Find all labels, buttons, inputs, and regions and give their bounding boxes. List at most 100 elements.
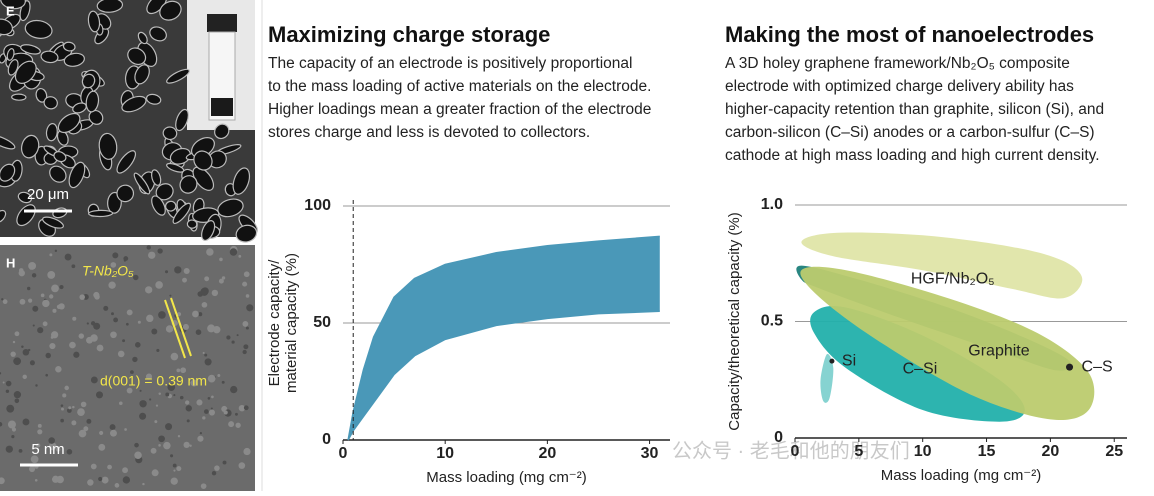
grain [203, 409, 209, 414]
grain [118, 401, 123, 406]
x-tick-label: 25 [1105, 443, 1123, 460]
grain [110, 262, 117, 268]
grain [130, 370, 134, 374]
label-dot [1066, 363, 1074, 371]
y-tick-label: 100 [304, 197, 331, 214]
grain [173, 394, 176, 397]
pore [14, 60, 37, 84]
grain [2, 299, 8, 305]
grain [27, 286, 31, 291]
grain [180, 367, 187, 374]
grain [182, 277, 187, 283]
description-line: to the mass loading of active materials … [268, 78, 651, 95]
x-tick-label: 0 [339, 445, 348, 462]
y-axis-label: material capacity (%) [283, 253, 300, 393]
y-tick-label: 0 [322, 431, 331, 448]
pore [87, 10, 101, 33]
pore [169, 147, 192, 165]
grain [7, 420, 16, 429]
grain [29, 466, 36, 473]
grain [202, 416, 206, 420]
grain [245, 294, 250, 298]
grain [107, 464, 112, 470]
x-tick-label: 15 [978, 443, 996, 460]
grain [18, 268, 24, 273]
grain [221, 276, 226, 280]
grain [47, 271, 56, 279]
pore [116, 150, 137, 174]
pore [149, 26, 167, 42]
grain [37, 429, 43, 435]
pore [68, 161, 86, 189]
grain [137, 320, 141, 324]
grain [146, 314, 154, 323]
grain [142, 482, 145, 486]
grain [51, 284, 59, 293]
grain [238, 462, 246, 469]
grain [0, 372, 2, 375]
grain [133, 274, 139, 281]
x-tick-label: 30 [641, 445, 659, 462]
scale-label: 5 nm [31, 441, 64, 458]
grain [213, 325, 221, 334]
pore [134, 64, 150, 85]
grain [243, 271, 250, 278]
x-axis-label: Mass loading (mg cm⁻²) [881, 467, 1041, 484]
grain [242, 349, 247, 355]
grain [214, 465, 220, 471]
grain [42, 299, 50, 308]
grain [173, 469, 176, 472]
grain [183, 267, 190, 274]
grain [49, 253, 53, 257]
grain [207, 397, 211, 400]
grain [22, 418, 30, 426]
grain [42, 321, 48, 327]
pore [214, 123, 230, 140]
grain [231, 340, 235, 344]
grain [222, 460, 227, 465]
grain [204, 353, 208, 357]
grain [110, 429, 117, 437]
grain [158, 311, 166, 319]
grain [60, 404, 64, 407]
grain [167, 383, 176, 391]
grain [145, 373, 153, 380]
grain [154, 420, 158, 424]
grain [192, 310, 199, 318]
pore [0, 0, 26, 10]
grain [5, 380, 12, 387]
grain [163, 441, 171, 450]
pore [172, 202, 192, 224]
grain [18, 448, 23, 453]
y-tick-label: 0 [774, 429, 783, 446]
panel-label: E [6, 3, 15, 18]
y-axis-label: Capacity/theoretical capacity (%) [726, 212, 743, 430]
grain [22, 374, 27, 380]
pore [232, 167, 251, 195]
y-axis-label: Electrode capacity/ [266, 259, 283, 387]
pore [201, 220, 216, 242]
grain [0, 422, 3, 427]
grain [123, 259, 126, 262]
grain [158, 444, 161, 447]
grain [45, 352, 51, 359]
pore [98, 132, 118, 160]
grain [78, 333, 85, 339]
grain [145, 286, 153, 294]
pore [85, 90, 100, 113]
grain [177, 435, 181, 438]
grain [48, 442, 57, 451]
grain [132, 356, 138, 363]
grain [217, 374, 221, 377]
grain [17, 392, 21, 397]
grain [32, 305, 39, 312]
grain [31, 273, 37, 278]
pore [159, 0, 182, 21]
grain [125, 322, 129, 326]
grain [71, 264, 76, 269]
grain [14, 331, 20, 337]
grain [113, 317, 119, 323]
grain [211, 471, 217, 476]
grain [83, 426, 89, 432]
grain [0, 477, 5, 485]
